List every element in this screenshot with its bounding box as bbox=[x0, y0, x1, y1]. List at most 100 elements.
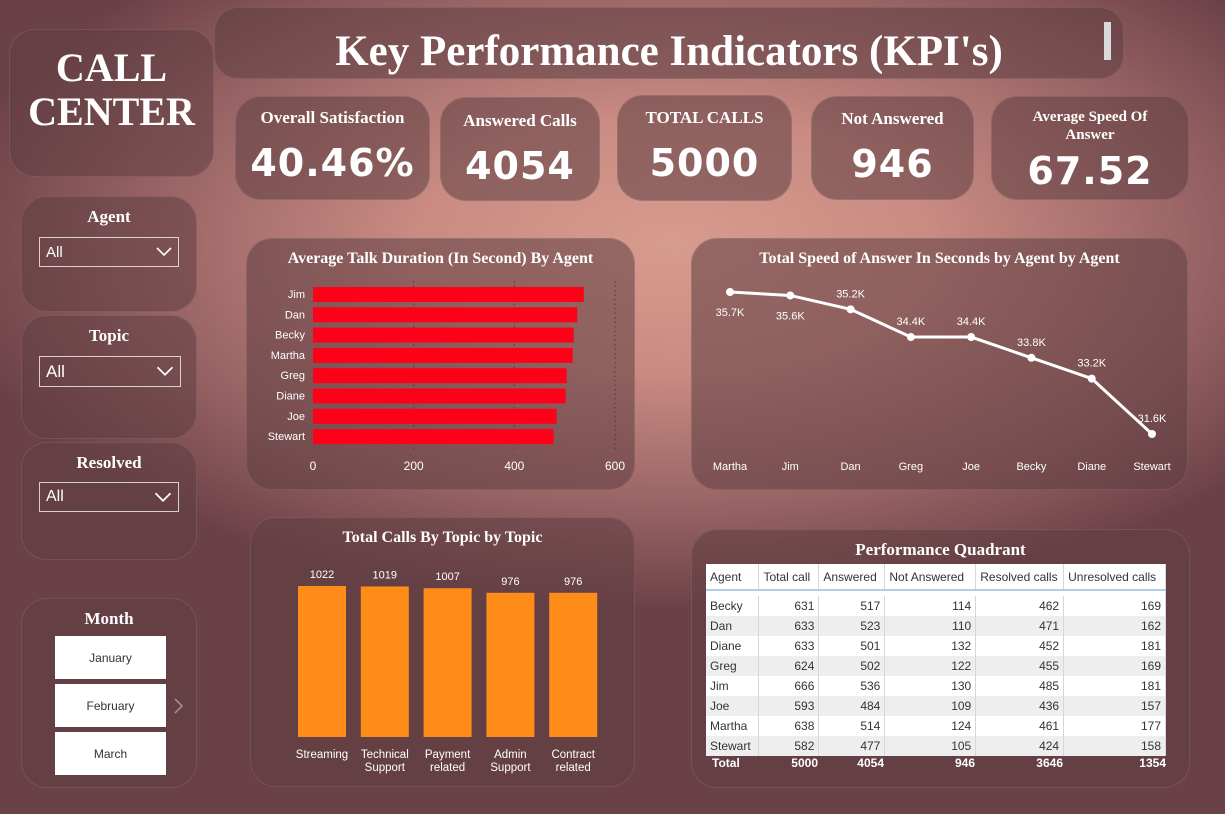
agent-dropdown[interactable]: All bbox=[39, 237, 179, 267]
scrollbar-thumb[interactable] bbox=[1104, 22, 1111, 60]
table-cell: 471 bbox=[975, 616, 1065, 636]
brand-logo-text: CALL CENTER bbox=[10, 46, 213, 134]
bar-diane[interactable] bbox=[313, 388, 566, 404]
kpi-label: TOTAL CALLS bbox=[645, 108, 764, 127]
talk-duration-chart: Jim Dan Becky Martha Greg Diane Joe Stewart 0 200… bbox=[268, 281, 625, 473]
month-button-january[interactable]: January bbox=[55, 636, 166, 679]
table-row[interactable]: Greg 624 502 122 455 169 bbox=[706, 656, 1166, 676]
table-row[interactable]: Jim 666 536 130 485 181 bbox=[706, 676, 1166, 696]
table-row[interactable]: Stewart 582 477 105 424 158 bbox=[706, 736, 1166, 756]
bar-jim[interactable] bbox=[313, 287, 584, 302]
table-row[interactable]: Becky 631 517 114 462 169 bbox=[706, 596, 1166, 616]
table-cell: Greg bbox=[706, 656, 760, 676]
title-banner: Key Performance Indicators (KPI's) bbox=[214, 7, 1124, 79]
topic-dropdown[interactable]: All bbox=[39, 356, 181, 387]
resolved-dropdown-value: All bbox=[46, 488, 64, 505]
x-tick-label: Greg bbox=[899, 461, 923, 473]
bar-dan[interactable] bbox=[313, 307, 578, 323]
bar-contract-related[interactable] bbox=[549, 592, 598, 737]
table-cell: 181 bbox=[1063, 676, 1166, 696]
brand-card: CALL CENTER bbox=[9, 29, 214, 177]
chevron-right-icon[interactable] bbox=[172, 697, 184, 715]
x-tick-label: Admin bbox=[494, 749, 527, 761]
data-label: 34.4K bbox=[896, 316, 925, 328]
data-label: 33.8K bbox=[1017, 337, 1046, 349]
data-point-greg[interactable] bbox=[906, 333, 915, 342]
table-cell: 624 bbox=[758, 656, 820, 676]
data-point-joe[interactable] bbox=[967, 333, 976, 342]
data-label: 976 bbox=[501, 576, 519, 588]
month-button-march[interactable]: March bbox=[55, 732, 166, 775]
bar-martha[interactable] bbox=[313, 347, 573, 363]
table-cell: 484 bbox=[818, 696, 886, 716]
table-cell: 633 bbox=[758, 616, 820, 636]
x-tick-label: Support bbox=[490, 762, 531, 774]
data-point-martha[interactable] bbox=[726, 288, 734, 296]
kpi-value: 4054 bbox=[465, 144, 575, 188]
data-point-becky[interactable] bbox=[1027, 353, 1036, 362]
kpi-not-answered: Not Answered 946 bbox=[811, 96, 974, 200]
table-cell: Becky bbox=[706, 596, 760, 616]
data-point-diane[interactable] bbox=[1087, 374, 1096, 383]
talk-duration-chart-card: Average Talk Duration (In Second) By Age… bbox=[246, 238, 635, 490]
column-header[interactable]: Agent bbox=[706, 564, 760, 591]
column-header[interactable]: Unresolved calls bbox=[1063, 564, 1166, 591]
resolved-dropdown[interactable]: All bbox=[39, 482, 179, 512]
table-cell: 169 bbox=[1063, 656, 1166, 676]
bar-streaming[interactable] bbox=[298, 586, 346, 737]
series-line bbox=[729, 290, 1154, 436]
data-point-stewart[interactable] bbox=[1148, 430, 1156, 438]
data-point-jim[interactable] bbox=[786, 291, 795, 300]
month-button-february[interactable]: February bbox=[55, 684, 166, 727]
data-label: 35.7K bbox=[716, 307, 745, 319]
table-cell: 582 bbox=[758, 736, 820, 756]
topic-slicer-title: Topic bbox=[88, 326, 129, 345]
y-tick-label: Becky bbox=[275, 330, 305, 342]
x-tick-label: Jim bbox=[782, 461, 799, 473]
kpi-label: Answered Calls bbox=[463, 111, 577, 130]
bar-payment-related[interactable] bbox=[423, 588, 472, 737]
bar-stewart[interactable] bbox=[313, 429, 554, 445]
table-cell: Stewart bbox=[706, 736, 760, 756]
x-tick-label: Streaming bbox=[296, 749, 348, 761]
data-label: 976 bbox=[564, 576, 582, 588]
speed-of-answer-chart-card: Total Speed of Answer In Seconds by Agen… bbox=[691, 238, 1188, 490]
column-header[interactable]: Not Answered bbox=[884, 564, 977, 591]
topic-slicer: Topic All bbox=[21, 315, 197, 439]
kpi-average-speed-of-answer: Average Speed Of Answer 67.52 bbox=[991, 96, 1189, 200]
table-cell: 109 bbox=[884, 696, 977, 716]
bar-joe[interactable] bbox=[313, 408, 557, 424]
table-cell: 162 bbox=[1063, 616, 1166, 636]
bar-technical-support[interactable] bbox=[360, 586, 409, 737]
column-header[interactable]: Answered bbox=[818, 564, 886, 591]
data-label: 33.2K bbox=[1077, 358, 1106, 370]
table-row[interactable]: Martha 638 514 124 461 177 bbox=[706, 716, 1166, 736]
chevron-down-icon bbox=[154, 492, 172, 502]
kpi-label: Not Answered bbox=[841, 109, 944, 128]
performance-quadrant-title: Performance Quadrant bbox=[855, 540, 1026, 559]
speed-of-answer-chart: 35.7K Martha 35.6K Jim 35.2K Dan 34.4K Greg 34.4… bbox=[713, 288, 1171, 473]
data-point-dan[interactable] bbox=[846, 305, 855, 314]
column-header[interactable]: Resolved calls bbox=[975, 564, 1065, 591]
table-cell: 638 bbox=[758, 716, 820, 736]
table-cell: 633 bbox=[758, 636, 820, 656]
table-row[interactable]: Dan 633 523 110 471 162 bbox=[706, 616, 1166, 636]
bar-greg[interactable] bbox=[313, 368, 567, 384]
bar-becky[interactable] bbox=[313, 327, 574, 343]
data-label: 34.4K bbox=[957, 316, 986, 328]
total-cell: 946 bbox=[954, 756, 975, 770]
x-tick-label: Dan bbox=[840, 461, 860, 473]
x-tick-label: Technical bbox=[361, 749, 409, 761]
data-label: 35.6K bbox=[776, 310, 805, 322]
bar-admin-support[interactable] bbox=[486, 592, 535, 737]
table-cell: 124 bbox=[884, 716, 977, 736]
table-row[interactable]: Joe 593 484 109 436 157 bbox=[706, 696, 1166, 716]
table-cell: Dan bbox=[706, 616, 760, 636]
table-cell: 462 bbox=[975, 596, 1065, 616]
x-tick-label: 600 bbox=[605, 459, 625, 473]
chevron-down-icon bbox=[156, 366, 174, 376]
column-header[interactable]: Total call bbox=[758, 564, 820, 591]
chevron-down-icon bbox=[156, 247, 172, 257]
table-row[interactable]: Diane 633 501 132 452 181 bbox=[706, 636, 1166, 656]
calls-by-topic-chart-title: Total Calls By Topic by Topic bbox=[342, 529, 543, 546]
